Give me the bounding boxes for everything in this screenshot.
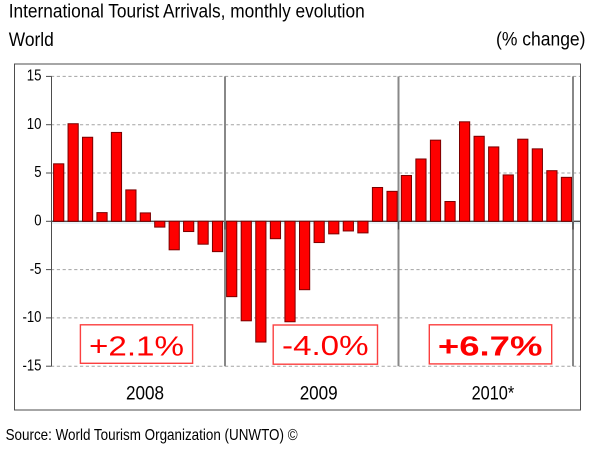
svg-text:(% change): (% change)	[496, 30, 586, 51]
svg-text:2009: 2009	[300, 383, 338, 404]
svg-text:-5: -5	[30, 261, 42, 278]
svg-text:10: 10	[27, 116, 42, 133]
svg-text:0: 0	[34, 213, 42, 230]
svg-text:-10: -10	[23, 309, 42, 326]
svg-text:2008: 2008	[126, 383, 164, 404]
svg-text:+2.1%: +2.1%	[89, 330, 184, 361]
svg-text:15: 15	[27, 68, 42, 85]
svg-text:-15: -15	[23, 357, 42, 374]
svg-text:2010*: 2010*	[472, 383, 515, 404]
svg-text:-4.0%: -4.0%	[282, 330, 369, 361]
svg-text:5: 5	[34, 164, 41, 181]
svg-text:Source: World Tourism Organiza: Source: World Tourism Organization (UNWT…	[6, 427, 298, 444]
svg-text:International Tourist Arrivals: International Tourist Arrivals, monthly …	[9, 1, 365, 22]
svg-text:+6.7%: +6.7%	[438, 330, 543, 361]
svg-text:World: World	[9, 30, 54, 51]
